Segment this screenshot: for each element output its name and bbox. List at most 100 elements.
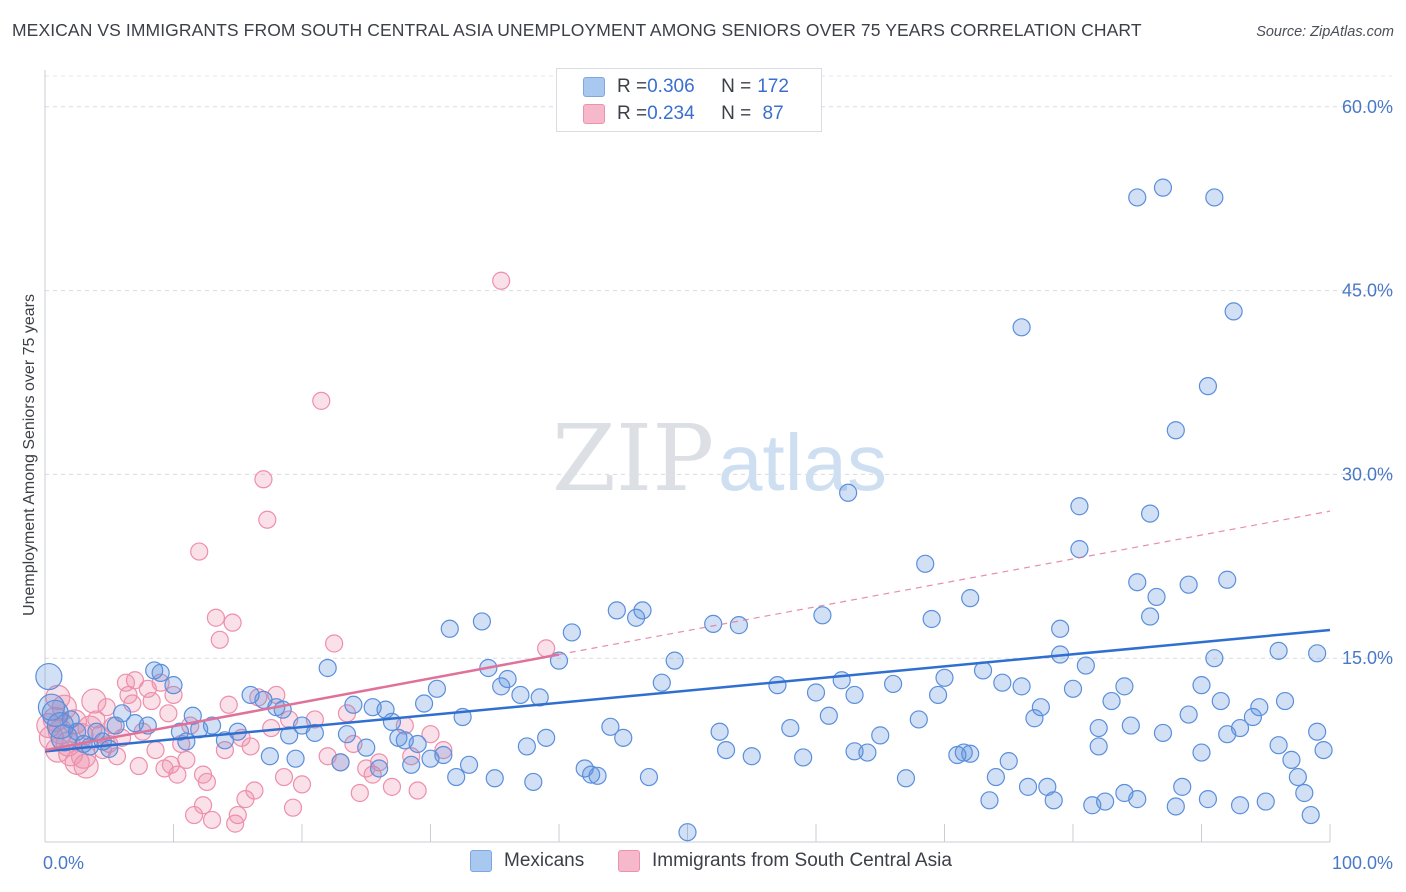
mexicans-point [1128, 573, 1147, 592]
mexicans-point [164, 676, 183, 695]
mexicans-point [871, 726, 890, 745]
legend-item-immigrants: Immigrants from South Central Asia [618, 850, 952, 872]
mexicans-point [1243, 707, 1263, 727]
immigrants-point [421, 725, 440, 744]
immigrants-point [219, 695, 238, 714]
legend-n-label: N = [721, 76, 752, 97]
mexicans-point [980, 791, 999, 810]
immigrants-point [312, 391, 331, 410]
mexicans-point [170, 722, 190, 741]
mexicans-point [845, 742, 864, 761]
mexicans-point [1031, 698, 1050, 717]
mexicans-point [665, 651, 684, 670]
mexicans-point [678, 823, 697, 842]
mexicans-point [382, 712, 402, 732]
mexicans-trend-line [44, 628, 1331, 753]
mexicans-point [1102, 691, 1121, 711]
mexicans-point [447, 767, 466, 787]
mexicans-point [1282, 750, 1301, 769]
mexicans-point [318, 658, 337, 678]
immigrants-point [190, 542, 209, 561]
mexicans-point [370, 759, 389, 778]
mexicans-point [1070, 540, 1089, 559]
mexicans-point [633, 601, 652, 620]
mexicans-point [1211, 691, 1230, 711]
mexicans-point [582, 765, 601, 784]
legend-r-label: R = [617, 76, 648, 97]
mexicans-point [607, 601, 626, 620]
y-tick-label-3: 60.0% [1342, 97, 1393, 117]
mexicans-point [1192, 676, 1211, 695]
mexicans-point [1218, 570, 1237, 589]
mexicans-point [1089, 737, 1108, 756]
immigrants-point [492, 271, 511, 290]
mexicans-point [1153, 178, 1173, 197]
mexicans-point [1275, 691, 1295, 711]
legend-swatch-mexicans [470, 850, 492, 872]
mexicans-point [1256, 792, 1275, 811]
mexicans-point [986, 767, 1006, 787]
immigrants-point [350, 783, 369, 803]
mexicans-point [909, 710, 928, 729]
immigrants-point [125, 671, 145, 690]
mexicans-point [1288, 767, 1307, 787]
immigrants-point [77, 715, 103, 741]
mexicans-point [1128, 790, 1147, 809]
mexicans-point [1179, 575, 1198, 594]
mexicans-point [1198, 790, 1218, 809]
mexicans-point [427, 679, 447, 698]
series-legend: Mexicans Immigrants from South Central A… [0, 850, 1406, 880]
mexicans-point [1192, 743, 1211, 762]
watermark-zip: ZIP [552, 405, 714, 512]
immigrants-point [197, 772, 217, 792]
mexicans-point [434, 745, 453, 765]
immigrants-point [215, 740, 234, 760]
mexicans-point [517, 737, 536, 756]
immigrants-point [254, 470, 273, 489]
immigrants-point [434, 740, 453, 760]
mexicans-point [652, 673, 671, 692]
immigrants-point [382, 777, 402, 796]
legend-row-immigrants: R = 0.234 N = 87 [583, 102, 784, 126]
immigrants-point [73, 753, 99, 779]
immigrants-point [159, 704, 178, 723]
immigrants-point [274, 767, 294, 787]
mexicans-point [260, 747, 279, 766]
mexicans-point [1153, 723, 1173, 743]
legend-label-mexicans: Mexicans [504, 850, 585, 871]
mexicans-point [357, 738, 376, 757]
immigrants-point [370, 753, 389, 772]
mexicans-point [1308, 644, 1327, 663]
mexicans-point [1224, 302, 1243, 321]
mexicans-point [935, 668, 954, 687]
mexicans-point [1140, 504, 1160, 523]
immigrants-point [168, 765, 187, 784]
mexicans-point [1096, 792, 1115, 811]
mexicans-point [1230, 796, 1250, 815]
immigrants-point [262, 718, 281, 738]
mexicans-point [845, 685, 864, 705]
immigrants-trend-line [44, 653, 560, 752]
mexicans-point [530, 688, 549, 707]
immigrants-point [164, 685, 183, 705]
grid-lines [45, 75, 1392, 659]
mexicans-point [1140, 607, 1160, 626]
tick-labels: 15.0% 30.0% 45.0% 60.0% 0.0% 100.0% [43, 97, 1393, 873]
mexicans-point [1179, 705, 1198, 724]
x-tick-label-1: 100.0% [1332, 853, 1393, 873]
mexicans-point [562, 623, 581, 642]
mexicans-point [806, 683, 826, 702]
y-axis-label: Unemployment Among Seniors over 75 years [21, 294, 38, 616]
mexicans-points [35, 178, 1333, 842]
mexicans-point [1205, 649, 1224, 668]
mexicans-point [1025, 709, 1044, 728]
watermark-atlas: atlas [718, 418, 887, 507]
immigrants-point [146, 740, 165, 760]
y-tick-label-1: 30.0% [1342, 464, 1393, 484]
mexicans-point [1269, 736, 1288, 755]
mexicans-point [819, 706, 838, 725]
mexicans-point [704, 614, 723, 633]
correlation-legend: R = 0.306 N = 172 R = 0.234 N = 87 [556, 68, 822, 132]
trend-lines [44, 510, 1331, 753]
mexicans-point [1250, 698, 1269, 717]
